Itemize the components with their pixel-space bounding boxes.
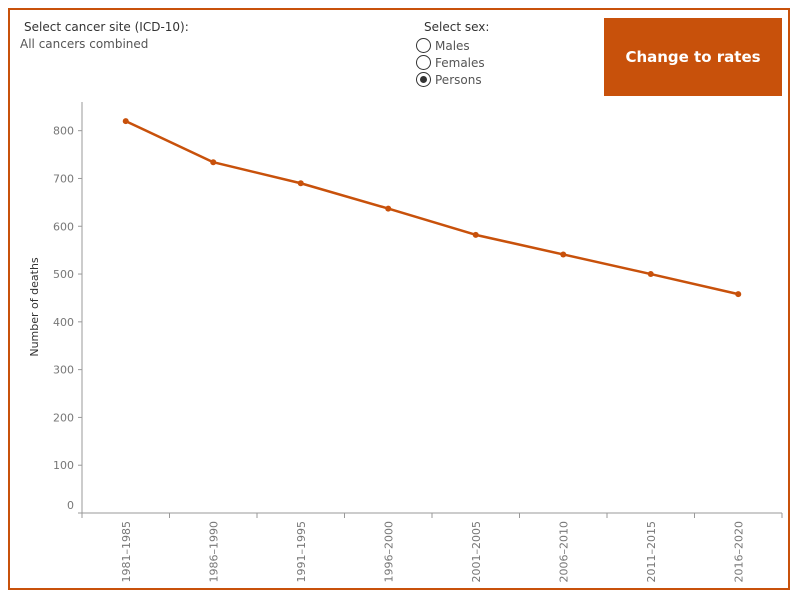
radio-persons[interactable] [416, 72, 431, 87]
radio-males[interactable] [416, 38, 431, 53]
data-point [647, 271, 654, 278]
data-point [385, 205, 392, 212]
data-point [297, 180, 304, 187]
x-tick-label: 1986–1990 [207, 521, 220, 583]
y-tick-label: 700 [53, 172, 74, 185]
dashboard-frame [8, 8, 790, 590]
data-point [735, 291, 742, 298]
sex-selector-label: Select sex: [424, 20, 490, 34]
y-tick-label: 200 [53, 411, 74, 424]
x-tick-label: 1991–1995 [295, 521, 308, 583]
data-point [122, 118, 129, 125]
radio-label-males: Males [435, 38, 470, 53]
sex-option-males[interactable]: Males [416, 37, 470, 54]
cancer-site-label: Select cancer site (ICD-10): [24, 20, 189, 34]
y-tick-label: 600 [53, 220, 74, 233]
change-to-rates-button[interactable]: Change to rates [604, 18, 782, 96]
radio-label-females: Females [435, 55, 485, 70]
y-tick-label: 400 [53, 316, 74, 329]
data-point [210, 159, 217, 166]
cancer-site-selector[interactable]: All cancers combined [20, 37, 149, 51]
x-tick-label: 1996–2000 [382, 521, 395, 583]
y-tick-label: 0 [67, 499, 74, 512]
data-point [560, 251, 567, 258]
data-point [472, 231, 479, 238]
series-line [125, 119, 739, 296]
sex-option-persons[interactable]: Persons [416, 71, 482, 88]
x-tick-label: 2011–2015 [645, 521, 658, 583]
x-tick-label: 2006–2010 [557, 521, 570, 583]
y-tick-label: 800 [53, 125, 74, 138]
x-tick-label: 2001–2005 [470, 521, 483, 583]
y-tick-label: 300 [53, 364, 74, 377]
x-tick-label: 1981–1985 [120, 521, 133, 583]
sex-option-females[interactable]: Females [416, 54, 485, 71]
y-axis-title: Number of deaths [28, 257, 41, 357]
y-tick-label: 500 [53, 268, 74, 281]
radio-label-persons: Persons [435, 72, 482, 87]
x-tick-label: 2016–2020 [732, 521, 745, 583]
radio-females[interactable] [416, 55, 431, 70]
y-tick-label: 100 [53, 459, 74, 472]
